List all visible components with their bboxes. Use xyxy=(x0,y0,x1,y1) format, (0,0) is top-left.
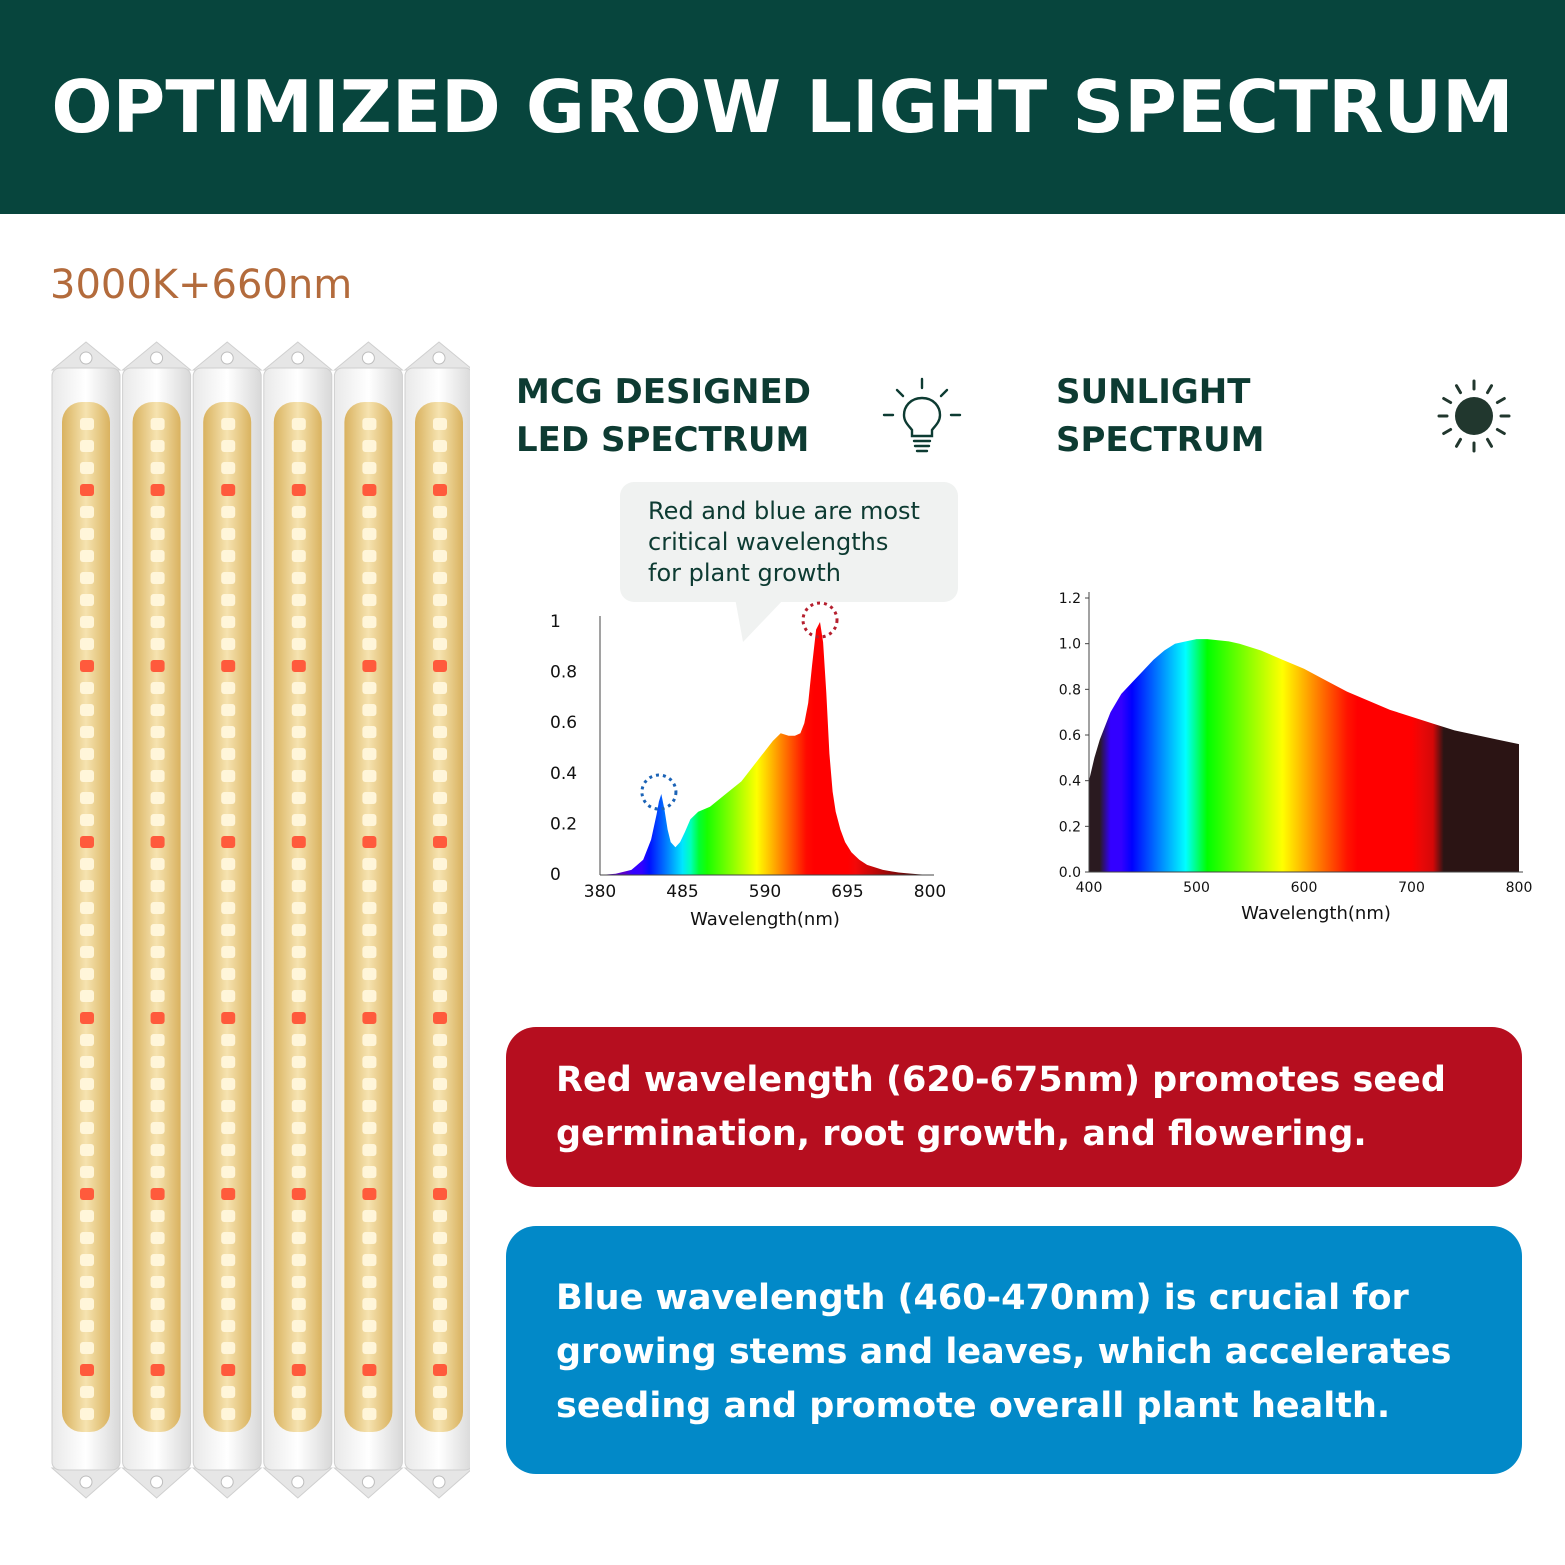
x-axis-label: Wavelength(nm) xyxy=(1241,903,1391,924)
x-tick-label: 695 xyxy=(831,882,863,902)
blue-info-line2: growing stems and leaves, which accelera… xyxy=(556,1332,1452,1372)
sunlight-spectrum-chart: 400 500 600 700 800 0.0 0.2 0.4 0.6 0.8 1.0 1.2 Wave… xyxy=(1059,591,1533,924)
x-axis-label: Wavelength(nm) xyxy=(690,909,840,930)
x-tick-label: 380 xyxy=(584,882,616,902)
spectrum-area xyxy=(1089,639,1519,872)
x-tick-label: 700 xyxy=(1398,880,1425,896)
red-info-text: Red wavelength (620-675nm) promotes seed… xyxy=(556,1053,1446,1161)
blue-info-line3: seeding and promote overall plant health… xyxy=(556,1386,1391,1426)
sun-title-line1: SUNLIGHT xyxy=(1056,372,1251,412)
callout-text: Red and blue are most critical wavelengt… xyxy=(648,497,920,587)
x-tick-label: 400 xyxy=(1076,880,1103,896)
led-bar xyxy=(50,341,122,1499)
led-bar xyxy=(121,341,192,1499)
red-info-line2: germination, root growth, and flowering. xyxy=(556,1114,1367,1154)
peak-highlight xyxy=(801,601,839,639)
sun-icon xyxy=(1437,379,1511,453)
led-bars-illustration xyxy=(50,341,470,1499)
spectrum-area xyxy=(600,622,930,875)
y-tick-label: 0.6 xyxy=(1059,728,1081,744)
y-tick-label: 0.4 xyxy=(550,764,577,784)
led-bar xyxy=(262,341,334,1499)
blue-info-box xyxy=(506,1226,1522,1474)
sun-title-line2: SPECTRUM xyxy=(1056,420,1265,460)
blue-info-text: Blue wavelength (460-470nm) is crucial f… xyxy=(556,1271,1452,1433)
callout-bubble xyxy=(620,482,958,602)
y-tick-label: 0.2 xyxy=(1059,819,1081,835)
y-tick-label: 0.0 xyxy=(1059,865,1081,881)
header-banner: OPTIMIZED GROW LIGHT SPECTRUM xyxy=(0,0,1565,214)
y-tick-label: 1 xyxy=(550,612,561,632)
y-tick-label: 1.0 xyxy=(1059,637,1081,653)
x-tick-label: 800 xyxy=(914,882,946,902)
led-panel-title: MCG DESIGNED LED SPECTRUM xyxy=(516,368,811,464)
y-tick-label: 0.2 xyxy=(550,814,577,834)
spec-subtitle: 3000K+660nm xyxy=(50,262,353,308)
blue-info-line1: Blue wavelength (460-470nm) is crucial f… xyxy=(556,1278,1409,1318)
light-bulb-icon xyxy=(882,377,962,453)
x-tick-label: 485 xyxy=(666,882,698,902)
sun-panel-title: SUNLIGHT SPECTRUM xyxy=(1056,368,1264,464)
peak-highlight xyxy=(640,773,678,811)
led-title-line1: MCG DESIGNED xyxy=(516,372,811,412)
led-bar xyxy=(403,341,470,1499)
y-tick-label: 0.6 xyxy=(550,713,577,733)
y-tick-label: 0 xyxy=(550,865,561,885)
led-spectrum-chart: 380 485 590 695 800 0 0.2 0.4 0.6 0.8 1 Wavelength(… xyxy=(550,601,946,930)
callout-pointer xyxy=(735,598,785,642)
red-info-line1: Red wavelength (620-675nm) promotes seed xyxy=(556,1060,1446,1100)
y-tick-label: 0.8 xyxy=(550,663,577,683)
x-tick-label: 500 xyxy=(1183,880,1210,896)
led-title-line2: LED SPECTRUM xyxy=(516,420,810,460)
led-bar xyxy=(191,341,263,1499)
y-tick-label: 0.4 xyxy=(1059,774,1081,790)
page-title: OPTIMIZED GROW LIGHT SPECTRUM xyxy=(51,65,1514,149)
x-tick-label: 590 xyxy=(749,882,781,902)
red-info-box xyxy=(506,1027,1522,1187)
y-tick-label: 1.2 xyxy=(1059,591,1081,607)
led-bar xyxy=(333,341,404,1499)
y-tick-label: 0.8 xyxy=(1059,682,1081,698)
x-tick-label: 600 xyxy=(1291,880,1318,896)
x-tick-label: 800 xyxy=(1506,880,1533,896)
led-bar-group xyxy=(50,341,470,1499)
